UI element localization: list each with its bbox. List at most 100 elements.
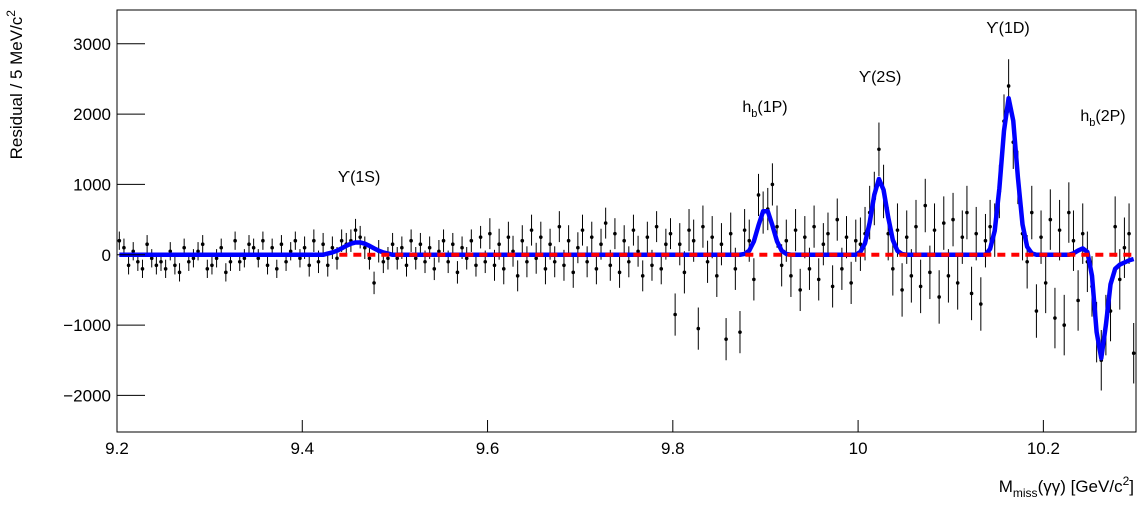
data-point <box>520 238 525 243</box>
data-point <box>918 284 923 289</box>
data-point <box>548 242 552 247</box>
data-point <box>789 274 793 278</box>
data-point <box>742 228 747 232</box>
data-point <box>159 259 163 264</box>
data-point <box>312 238 316 243</box>
data-point <box>960 235 965 239</box>
data-point <box>196 249 200 254</box>
data-point <box>552 259 557 264</box>
data-point <box>826 231 830 236</box>
data-point <box>747 238 752 243</box>
data-point <box>798 288 802 292</box>
data-point <box>501 267 506 271</box>
data-point <box>395 256 400 261</box>
data-point <box>654 224 659 229</box>
data-point <box>793 228 798 232</box>
data-point <box>1076 298 1080 303</box>
data-point <box>451 242 455 247</box>
data-point <box>1039 235 1043 239</box>
data-point <box>214 256 219 261</box>
data-point <box>386 256 390 261</box>
data-point <box>627 259 631 264</box>
data-point <box>928 270 932 275</box>
annotation: ϒ(1S) <box>338 169 381 186</box>
data-point <box>427 245 432 250</box>
data-point <box>1025 259 1029 264</box>
data-point <box>302 245 307 250</box>
data-point <box>492 263 497 268</box>
data-point <box>733 267 738 271</box>
data-point <box>974 231 979 236</box>
annotation: hb(2P) <box>1080 108 1125 129</box>
data-point <box>965 210 969 215</box>
data-point <box>247 242 251 247</box>
data-point <box>534 256 538 261</box>
data-point <box>367 256 372 261</box>
data-point <box>316 259 321 264</box>
x-tick-label: 9.2 <box>105 439 129 458</box>
data-point <box>525 259 529 264</box>
data-point <box>812 224 816 229</box>
x-tick-label: 9.4 <box>290 439 314 458</box>
data-point <box>437 249 441 254</box>
data-point <box>937 295 941 299</box>
data-point <box>900 288 904 292</box>
frame <box>116 9 1137 433</box>
data-point <box>691 238 696 243</box>
data-point <box>650 263 654 268</box>
data-point <box>1053 316 1057 320</box>
data-point <box>784 238 789 243</box>
x-tick-label: 10.2 <box>1027 439 1060 458</box>
data-point <box>946 274 951 278</box>
data-point <box>715 274 719 278</box>
data-point <box>293 238 298 243</box>
data-point <box>136 259 140 264</box>
data-point <box>182 245 186 250</box>
data-point <box>335 256 339 261</box>
data-point <box>117 238 122 243</box>
x-tick-label: 10 <box>849 439 868 458</box>
data-point <box>853 238 858 243</box>
data-point <box>265 263 270 268</box>
data-point <box>177 270 182 275</box>
data-point <box>613 231 617 236</box>
data-point <box>849 281 853 285</box>
data-point <box>423 259 427 264</box>
data-point <box>904 235 909 239</box>
data-point <box>1117 277 1122 282</box>
data-point <box>478 235 483 239</box>
data-point <box>460 245 464 250</box>
data-point <box>432 267 437 271</box>
data-point <box>858 242 863 247</box>
data-point <box>418 242 423 247</box>
y-tick-label: 2000 <box>73 105 111 124</box>
data-point <box>710 235 714 239</box>
data-point <box>622 238 626 243</box>
data-point <box>779 263 784 268</box>
data-point <box>469 238 474 243</box>
data-point <box>543 267 548 271</box>
y-tick-label: 1000 <box>73 175 111 194</box>
data-point <box>363 245 367 250</box>
data-point <box>1071 238 1076 243</box>
data-point <box>256 256 261 261</box>
data-point <box>557 224 562 229</box>
data-point <box>381 259 386 264</box>
data-point <box>877 147 881 152</box>
data-point <box>585 259 589 264</box>
data-point <box>594 267 599 271</box>
data-point <box>719 242 724 247</box>
data-point <box>617 270 622 275</box>
data-point <box>358 235 362 239</box>
data-point <box>701 224 705 229</box>
data-point <box>219 245 224 250</box>
data-point <box>446 259 450 264</box>
data-point <box>279 242 284 247</box>
data-point <box>895 228 900 232</box>
data-point <box>515 274 520 278</box>
data-point <box>483 259 488 264</box>
data-point <box>400 245 404 250</box>
y-tick-label: −1000 <box>63 316 111 335</box>
data-point <box>1131 351 1136 356</box>
data-point <box>224 270 228 275</box>
